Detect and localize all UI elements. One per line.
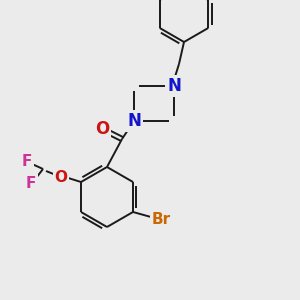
Text: N: N <box>127 112 141 130</box>
Text: F: F <box>26 176 36 190</box>
Text: O: O <box>95 120 109 138</box>
Text: O: O <box>55 169 68 184</box>
Text: Br: Br <box>152 212 170 227</box>
Text: F: F <box>22 154 32 169</box>
Text: N: N <box>167 77 181 95</box>
